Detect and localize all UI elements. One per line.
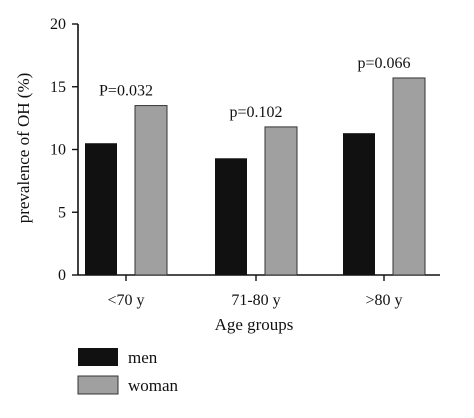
bar-woman-2 bbox=[264, 126, 298, 276]
y-tick-label: 20 bbox=[50, 16, 66, 33]
bar-woman-3 bbox=[392, 77, 426, 276]
bar-woman-1 bbox=[134, 105, 168, 276]
x-axis-title: Age groups bbox=[215, 315, 294, 334]
bar-men-3 bbox=[343, 133, 375, 275]
legend-label-men: men bbox=[128, 348, 158, 367]
p-value-annotation: p=0.066 bbox=[357, 55, 410, 72]
legend-label-woman: woman bbox=[128, 376, 179, 395]
y-axis-title: prevalence of OH (%) bbox=[14, 73, 33, 224]
y-tick-label: 5 bbox=[58, 204, 66, 221]
p-value-annotation: P=0.032 bbox=[99, 83, 153, 100]
labels: 0 5 10 15 20 <70 y P=0.032 71-80 y p=0.102 >80 y p… bbox=[50, 16, 411, 309]
legend: men woman bbox=[77, 348, 179, 395]
x-tick-label: 71-80 y bbox=[231, 292, 280, 309]
bar-men-2 bbox=[215, 158, 247, 275]
y-tick-label: 15 bbox=[50, 79, 66, 96]
bar-men-1 bbox=[85, 143, 117, 275]
y-tick-label: 0 bbox=[58, 267, 66, 284]
x-tick-label: <70 y bbox=[107, 292, 144, 309]
y-tick-label: 10 bbox=[50, 142, 66, 159]
legend-swatch-woman bbox=[77, 375, 119, 395]
legend-swatch-men bbox=[78, 348, 118, 366]
p-value-annotation: p=0.102 bbox=[229, 104, 282, 121]
x-tick-label: >80 y bbox=[365, 292, 402, 309]
bars bbox=[85, 77, 426, 276]
